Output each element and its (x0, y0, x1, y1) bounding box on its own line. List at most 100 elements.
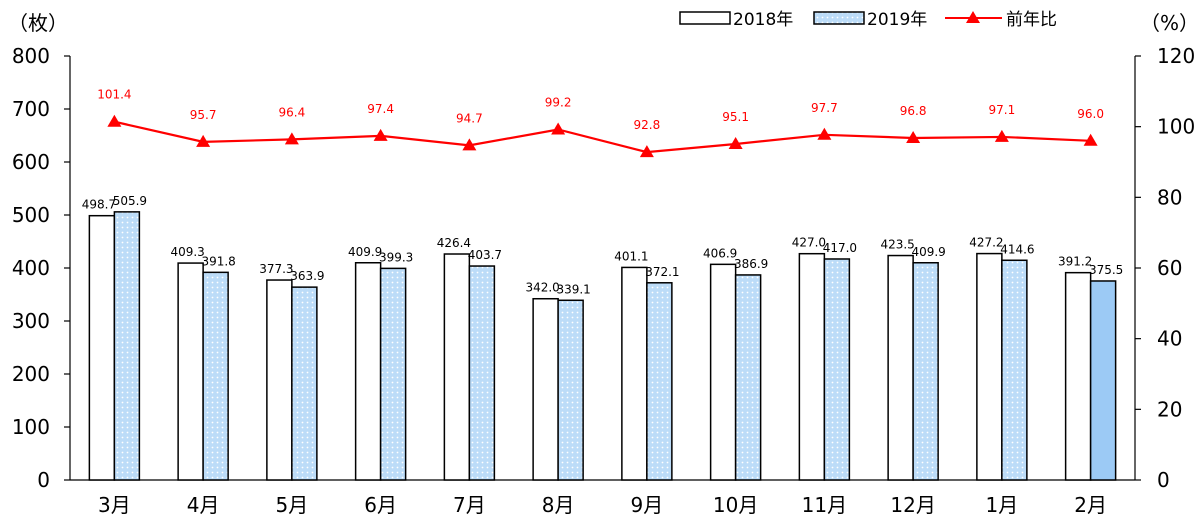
left-axis-unit: （枚） (8, 11, 68, 35)
bar-2019 (202, 271, 229, 481)
bar-2019-value-label: 414.6 (1000, 242, 1034, 256)
category-label: 12月 (890, 493, 935, 517)
bar-2018-value-label: 427.2 (969, 236, 1003, 250)
bar-2018 (88, 214, 116, 481)
left-tick-label: 0 (37, 468, 50, 492)
bar-2019-value-label: 417.0 (823, 241, 857, 255)
bar-2019-value-label: 363.9 (290, 269, 324, 283)
category-label: 9月 (631, 493, 664, 517)
bar-2019-value-label: 409.9 (911, 245, 945, 259)
bar-2018 (354, 262, 382, 481)
legend-label-2018: 2018年 (733, 10, 793, 30)
bar-2018-value-label: 391.2 (1058, 255, 1092, 269)
bar-2018 (1064, 271, 1092, 481)
bar-2018-value-label: 498.7 (82, 198, 116, 212)
left-axis-ticks: 0 100 200 300 400 500 600 700 800 (12, 44, 70, 492)
ratio-line (114, 120, 1091, 154)
bar-2018-value-label: 377.3 (259, 262, 293, 276)
bar-2018 (621, 266, 648, 481)
ratio-value-label: 97.4 (367, 102, 394, 116)
bar-2019 (557, 299, 584, 481)
bar-2019-value-label: 386.9 (734, 257, 768, 271)
bar-2019 (912, 262, 939, 481)
bar-2018 (709, 263, 737, 481)
right-tick-label: 120 (1157, 44, 1195, 68)
ratio-value-label: 96.4 (279, 105, 306, 119)
bar-2019 (113, 211, 141, 481)
category-label: 11月 (802, 493, 847, 517)
ratio-value-label: 101.4 (97, 88, 131, 102)
bar-2018-value-label: 409.3 (170, 245, 204, 259)
ratio-value-label: 95.7 (190, 108, 217, 122)
right-axis-unit: （%） (1140, 11, 1199, 35)
legend-swatch-ratio-marker (966, 11, 980, 23)
ratio-value-label: 94.7 (456, 111, 483, 125)
right-tick-label: 20 (1157, 397, 1182, 421)
bar-2018-value-label: 406.9 (703, 246, 737, 260)
bar-2019 (1001, 259, 1028, 481)
ratio-marker (551, 122, 566, 135)
ratio-value-label: 92.8 (634, 118, 661, 132)
left-tick-label: 200 (12, 362, 50, 386)
ratio-marker (994, 129, 1009, 142)
bar-2018 (443, 253, 471, 481)
left-tick-label: 100 (12, 415, 50, 439)
bar-2018-value-label: 342.0 (525, 281, 559, 295)
bar-2018 (976, 252, 1003, 481)
bar-2018 (887, 254, 914, 481)
legend-swatch-2018 (679, 11, 731, 25)
category-label: 6月 (364, 493, 397, 517)
category-label: 4月 (187, 493, 220, 517)
ratio-value-label: 95.1 (722, 110, 749, 124)
bar-2019-value-label: 372.1 (645, 265, 679, 279)
ratio-marker (196, 134, 211, 147)
right-tick-label: 0 (1157, 468, 1170, 492)
bar-2019-value-label: 399.3 (379, 250, 413, 264)
ratio-marker (817, 127, 832, 140)
bar-2019 (1089, 280, 1117, 481)
bar-2018-value-label: 423.5 (880, 238, 914, 252)
legend-swatch-2019 (813, 11, 865, 25)
ratio-marker (373, 128, 388, 141)
left-tick-label: 400 (12, 256, 50, 280)
ratio-marker (284, 132, 299, 145)
category-label: 7月 (453, 493, 486, 517)
bar-series: 498.7505.9409.3391.8377.3363.9409.9399.3… (82, 194, 1123, 481)
legend: 2018年 2019年 前年比 (679, 10, 1057, 30)
ratio-series: 101.4 95.7 96.4 97.4 94.7 99.2 92.8 95.1 97.7 96.… (97, 88, 1104, 158)
category-label: 1月 (986, 493, 1019, 517)
bar-2019 (291, 286, 318, 481)
ratio-value-label: 97.1 (989, 103, 1016, 117)
right-tick-label: 40 (1157, 327, 1182, 351)
bar-2018 (798, 252, 826, 481)
left-tick-label: 800 (12, 44, 50, 68)
left-tick-label: 300 (12, 309, 50, 333)
bar-2018-value-label: 401.1 (614, 249, 648, 263)
bar-2018-value-label: 426.4 (437, 236, 471, 250)
bar-2019 (823, 258, 851, 481)
legend-label-2019: 2019年 (867, 10, 927, 30)
bar-2018 (532, 297, 559, 481)
left-tick-label: 700 (12, 97, 50, 121)
category-labels: 3月 4月 5月 6月 7月 8月 9月 10月 11月 12月 1月 2月 (98, 493, 1107, 517)
category-label: 8月 (542, 493, 575, 517)
category-label: 2月 (1074, 493, 1107, 517)
category-label: 5月 (276, 493, 309, 517)
bar-2018-value-label: 409.9 (348, 245, 382, 259)
bar-2019-value-label: 403.7 (468, 248, 502, 262)
right-tick-label: 80 (1157, 185, 1182, 209)
bar-2019 (379, 267, 407, 481)
bar-2019-value-label: 339.1 (556, 282, 590, 296)
ratio-marker (107, 114, 122, 127)
bar-2019-value-label: 391.8 (201, 254, 235, 268)
bar-2019-value-label: 375.5 (1089, 263, 1123, 277)
bar-2019 (646, 282, 673, 481)
bar-2018-value-label: 427.0 (792, 236, 826, 250)
ratio-value-label: 96.8 (900, 104, 927, 118)
ratio-marker (1083, 133, 1098, 146)
right-tick-label: 100 (1157, 115, 1195, 139)
legend-label-ratio: 前年比 (1006, 10, 1057, 30)
category-label: 3月 (98, 493, 131, 517)
bar-2018 (266, 279, 293, 481)
